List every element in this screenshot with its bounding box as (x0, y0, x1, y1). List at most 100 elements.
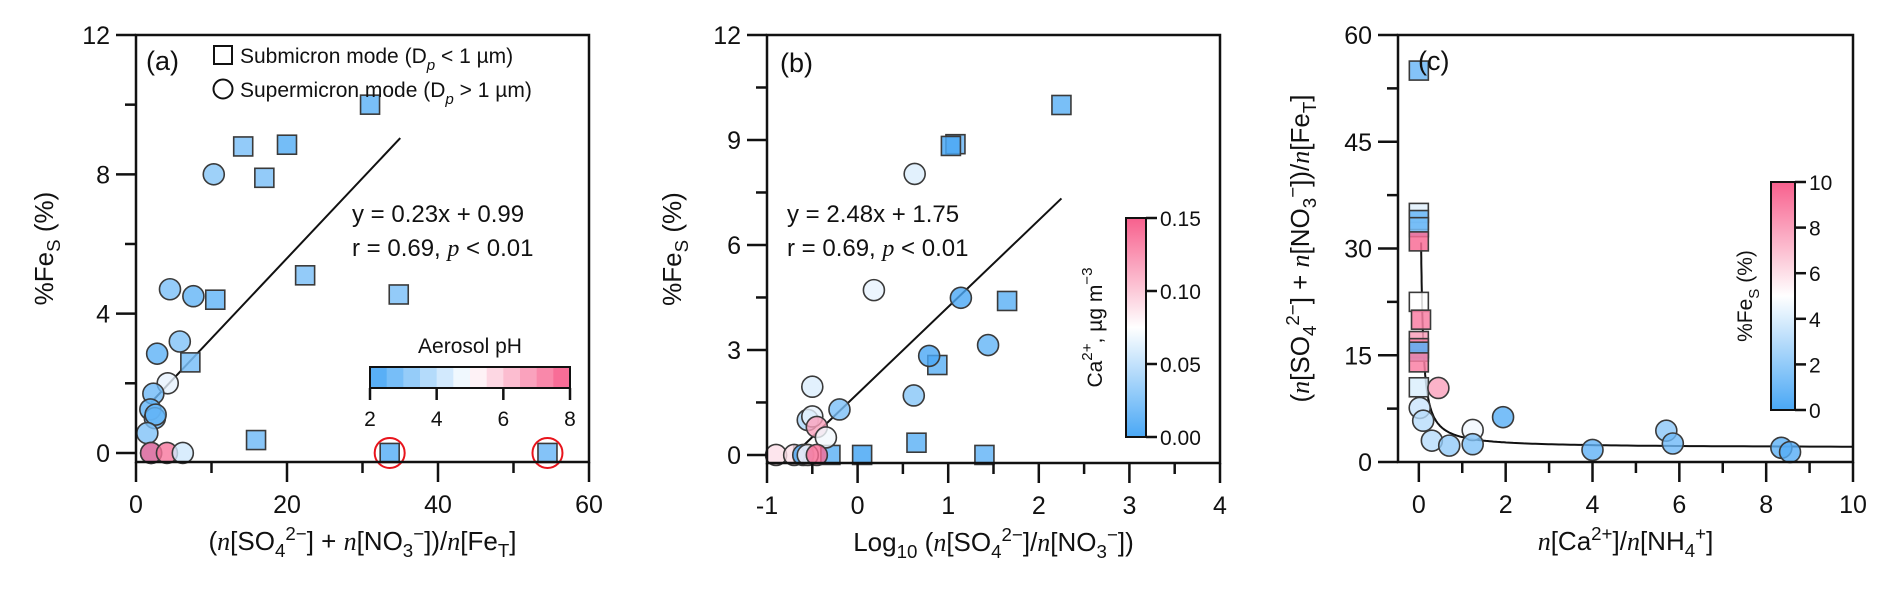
label-part: ( (209, 526, 218, 556)
label-part: ]/ (1023, 527, 1038, 557)
label-part: %Fe (29, 252, 59, 305)
y-axis-label: %FeS (%) (657, 192, 692, 306)
colorbar-cell (503, 367, 521, 388)
label-part: < 0.01 (894, 235, 968, 262)
data-point-circle (902, 384, 926, 407)
y-tick-label: 0 (1358, 449, 1372, 477)
colorbar-tick-label: 0.10 (1160, 281, 1201, 304)
data-point-square (180, 352, 201, 373)
label-part: − (1107, 524, 1118, 545)
label-part: 4 (1685, 540, 1695, 561)
label-part: (%) (29, 192, 59, 240)
data-point-circle (168, 330, 192, 353)
colorbar-bar (1125, 217, 1147, 438)
label-part: ])/ (1285, 163, 1315, 187)
colorbar-cell (386, 367, 404, 388)
data-point-square (204, 289, 226, 310)
label-part: 2− (1002, 524, 1023, 545)
y-tick-label: 6 (727, 232, 741, 260)
data-point-square (1408, 376, 1430, 398)
label-part: ( (1285, 394, 1315, 403)
label-part: [Fe (1285, 113, 1315, 151)
data-point-circle (828, 398, 851, 421)
colorbar-cell (370, 367, 388, 388)
colorbar-bar (1770, 181, 1796, 411)
data-point-circle (1461, 432, 1484, 456)
x-tick-label: 4 (1213, 492, 1227, 520)
data-point-circle (814, 426, 838, 449)
data-point-circle (805, 443, 829, 467)
colorbar-cell (420, 367, 438, 388)
label-part: 4 (991, 541, 1001, 562)
colorbar-cell (553, 367, 571, 388)
label-part: −3 (1079, 267, 1096, 284)
colorbar-tick-label: 0.05 (1160, 354, 1201, 377)
x-tick-label: 1 (941, 492, 955, 520)
data-point-square (245, 429, 267, 451)
label-part: ] + (1285, 267, 1315, 304)
label-part: 2− (1282, 304, 1303, 325)
data-point-circle (182, 284, 205, 308)
data-point-circle (1661, 432, 1685, 455)
legend-square-icon (213, 45, 233, 65)
data-point-square (537, 442, 558, 464)
colorbar-frame (369, 366, 571, 389)
label-part: 10 (897, 541, 918, 562)
x-axis-label: (n[SO42−] + n[NO3−])/n[FeT] (209, 523, 517, 561)
data-point-circle (1411, 409, 1435, 433)
y-tick-label: 30 (1344, 236, 1372, 264)
label-part: n (1627, 527, 1640, 556)
label-part: n (1286, 381, 1315, 394)
label-part: , µg m (1084, 285, 1107, 344)
label-part: p (445, 236, 459, 262)
label-part: y = 0.23x + 0.99 (352, 201, 524, 228)
data-point-circle (1427, 376, 1450, 400)
fit-annotation: y = 0.23x + 0.99 (352, 201, 524, 228)
highlight-ring (531, 436, 564, 469)
data-point-square (1408, 60, 1430, 81)
label-part: %Fe (657, 252, 687, 305)
panel-c: 0 2 4 6 8 10015304560n[Ca2+]/n[NH4+](n[SO42−]… (1282, 22, 1867, 561)
fit-annotation: r = 0.69, p < 0.01 (787, 235, 968, 262)
data-point-circle (158, 277, 182, 301)
x-tick-label: -1 (756, 492, 778, 520)
colorbar: 0.00 0.05 0.10 0.15 Ca2+, µg m−3 (1079, 208, 1201, 450)
data-point-square (276, 134, 298, 156)
colorbar-tick-label: 2 (364, 408, 376, 431)
legend-label: Submicron mode (Dp < 1 µm) (240, 45, 513, 74)
data-point-circle (1581, 438, 1604, 462)
data-point-square (359, 94, 381, 115)
data-point-square (379, 442, 400, 464)
label-part: [SO (230, 526, 275, 556)
label-part: [NO (357, 526, 403, 556)
panel-label: (a) (146, 46, 179, 76)
colorbar-tick-label: 4 (431, 408, 443, 431)
label-part: Ca (1084, 360, 1107, 387)
colorbar-tick-label: 4 (1809, 309, 1821, 332)
y-tick-label: 8 (96, 161, 110, 189)
label-part: ])/ (424, 526, 448, 556)
colorbar-tick-label: 10 (1809, 172, 1832, 195)
x-axis-label: Log10 (n[SO42−]/n[NO3−]) (853, 524, 1134, 562)
data-point-square (1408, 231, 1430, 252)
colorbar-tick-label: 8 (564, 408, 576, 431)
label-part: [SO (1285, 336, 1315, 381)
colorbar-tick-label: 6 (1809, 263, 1821, 286)
label-part: − (1282, 187, 1303, 198)
colorbar-tick-label: 0.15 (1160, 208, 1201, 231)
data-point-square (294, 265, 316, 286)
data-point-circle (800, 375, 824, 399)
label-part: S (1746, 289, 1763, 299)
x-axis-label: n[Ca2+]/n[NH4+] (1538, 523, 1714, 561)
data-point-circle (862, 278, 886, 302)
x-tick-label: 20 (273, 491, 301, 519)
legend-label: Supermicron mode (Dp > 1 µm) (240, 79, 532, 108)
label-part: [SO (946, 527, 991, 557)
label-part: Submicron mode (D (240, 45, 427, 68)
label-part: 3 (1299, 198, 1320, 208)
highlight-ring (373, 436, 406, 469)
label-part: ] (509, 526, 516, 556)
